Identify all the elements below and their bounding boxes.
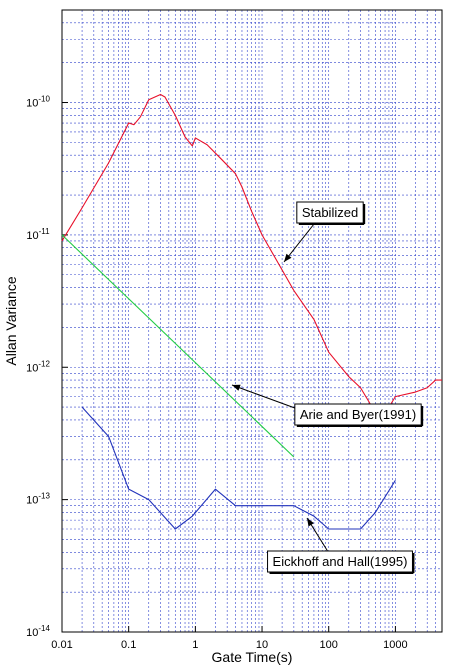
annotation-label: Stabilized xyxy=(302,205,358,220)
x-tick-label: 100 xyxy=(320,639,338,651)
y-tick-label: 10-10 xyxy=(26,95,50,110)
series-line-eickhoff-and-hall-1995 xyxy=(81,406,396,530)
x-axis-title: Gate Time(s) xyxy=(212,649,293,665)
y-tick-label: 10-13 xyxy=(26,492,50,507)
y-tick-base: 10 xyxy=(26,362,38,374)
y-tick-label: 10-11 xyxy=(26,227,50,242)
x-tick-label: 10 xyxy=(256,639,268,651)
annotation-arie-and-byer-1991: Arie and Byer(1991) xyxy=(231,384,424,427)
y-tick-label: 10-14 xyxy=(26,624,50,639)
annotation-arrowhead xyxy=(232,384,241,391)
plot-frame xyxy=(61,9,443,633)
y-tick-exponent: -13 xyxy=(38,492,50,501)
x-tick-label: 0.01 xyxy=(51,639,72,651)
annotation-label: Eickhoff and Hall(1995) xyxy=(273,554,408,569)
x-tick-label: 0.1 xyxy=(121,639,136,651)
grid xyxy=(61,9,443,633)
x-tick-label: 1000 xyxy=(383,639,407,651)
annotation-stabilized: Stabilized xyxy=(283,201,366,263)
y-tick-base: 10 xyxy=(26,98,38,110)
annotation-arrowhead xyxy=(284,253,292,262)
series-line-arie-and-byer-1991 xyxy=(61,234,295,458)
annotation-arrow xyxy=(231,384,296,409)
y-tick-exponent: -10 xyxy=(38,95,50,104)
annotation-label: Arie and Byer(1991) xyxy=(300,407,416,422)
annotations: Stabilized Arie and Byer(1991) Eickhoff an… xyxy=(231,201,424,574)
y-tick-base: 10 xyxy=(26,230,38,242)
annotation-eickhoff-and-hall-1995: Eickhoff and Hall(1995) xyxy=(267,517,415,574)
annotation-arrow xyxy=(283,222,316,263)
x-tick-label: 1 xyxy=(192,639,198,651)
y-tick-exponent: -11 xyxy=(39,227,51,236)
y-tick-label: 10-12 xyxy=(26,359,50,374)
y-tick-exponent: -14 xyxy=(38,624,50,633)
axis-ticks: 0.01 0.1 1 10 100 100010-1410-1310-1210-1110-… xyxy=(26,95,408,651)
y-axis-title: Allan Variance xyxy=(3,276,19,365)
y-tick-base: 10 xyxy=(26,627,38,639)
y-tick-exponent: -12 xyxy=(38,359,50,368)
annotation-arrowhead xyxy=(307,518,314,527)
y-tick-base: 10 xyxy=(26,495,38,507)
